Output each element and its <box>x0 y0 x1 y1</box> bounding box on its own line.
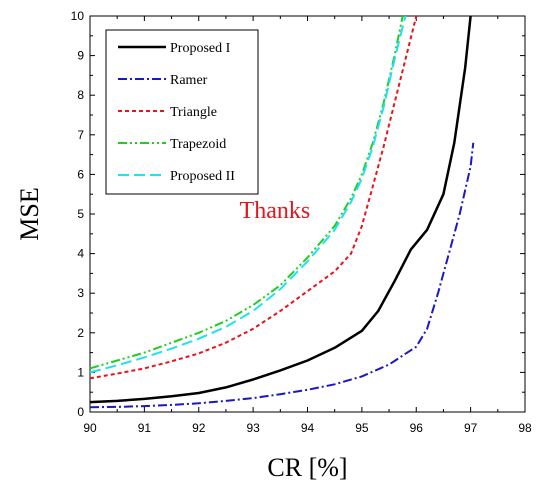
y-tick-label: 3 <box>77 286 84 300</box>
x-tick-label: 98 <box>518 421 532 435</box>
axis-ticks: 90 91 92 93 94 95 96 97 98 0 1 2 3 4 5 6 7 8 9 10 <box>71 9 532 435</box>
x-tick-label: 94 <box>301 421 315 435</box>
x-axis-label: CR [%] <box>267 453 347 482</box>
series-line-triangle <box>89 15 418 380</box>
series-line-proposed-ii <box>89 15 407 374</box>
y-tick-label: 1 <box>77 365 84 379</box>
x-tick-label: 93 <box>246 421 260 435</box>
y-tick-label: 10 <box>71 9 85 23</box>
legend-label: Proposed II <box>170 169 235 184</box>
series-line-proposed-i <box>89 15 472 404</box>
y-tick-label: 7 <box>77 128 84 142</box>
y-tick-label: 6 <box>77 167 84 181</box>
series-layer <box>89 15 475 409</box>
legend-label: Trapezoid <box>170 137 226 152</box>
legend-box <box>105 29 259 195</box>
legend: Proposed I Ramer Triangle Trapezoid Proposed… <box>105 29 259 195</box>
y-tick-label: 8 <box>77 88 84 102</box>
x-tick-label: 96 <box>410 421 424 435</box>
x-tick-label: 97 <box>464 421 478 435</box>
legend-label: Proposed I <box>170 41 231 56</box>
series-line-ramer <box>89 142 475 409</box>
annotation-text: Thanks <box>240 198 311 224</box>
x-tick-label: 91 <box>138 421 152 435</box>
x-tick-label: 92 <box>192 421 206 435</box>
x-tick-label: 90 <box>83 421 97 435</box>
y-tick-label: 0 <box>77 405 84 419</box>
y-tick-label: 5 <box>77 207 84 221</box>
legend-label: Ramer <box>170 73 208 88</box>
y-tick-label: 9 <box>77 49 84 63</box>
y-tick-label: 2 <box>77 326 84 340</box>
y-tick-label: 4 <box>77 247 84 261</box>
legend-label: Triangle <box>170 105 217 120</box>
x-tick-label: 95 <box>355 421 369 435</box>
y-axis-label: MSE <box>15 187 44 240</box>
series-line-trapezoid <box>89 15 404 370</box>
